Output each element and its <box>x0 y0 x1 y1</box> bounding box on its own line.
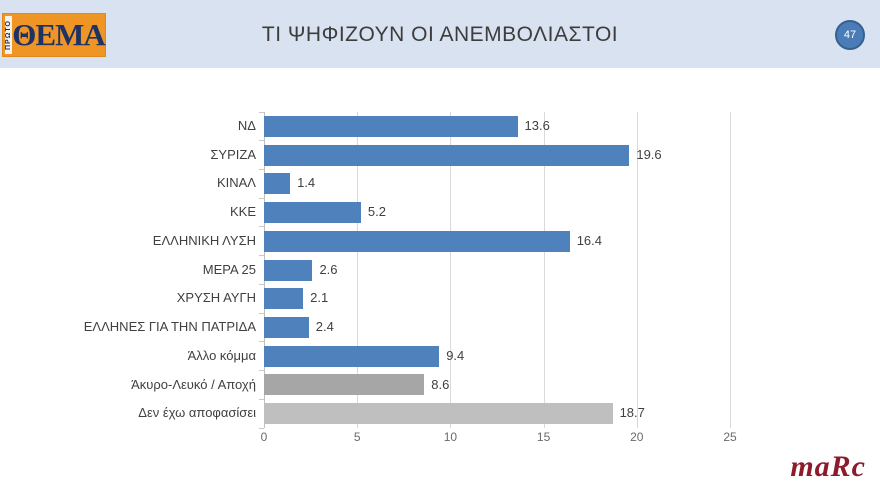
bar-6 <box>264 259 313 281</box>
proto-thema-logo: ΠΡΩΤΟ ΘΕΜΑ <box>2 13 106 57</box>
x-tick-label: 0 <box>260 430 268 444</box>
category-tick <box>259 370 264 372</box>
x-tick-label: 5 <box>353 430 361 444</box>
category-tick <box>259 341 264 343</box>
value-label: 8.6 <box>431 376 450 392</box>
category-label: ΕΛΛΗΝΕΣ ΓΙΑ ΤΗΝ ΠΑΤΡΙΔΑ <box>83 319 256 335</box>
bar-3 <box>264 173 291 195</box>
bar-9 <box>264 345 440 367</box>
value-label: 13.6 <box>524 118 550 133</box>
value-label: 1.4 <box>297 175 316 191</box>
category-tick <box>259 283 264 285</box>
category-tick <box>259 140 264 142</box>
category-label: ΜΕΡΑ 25 <box>202 261 256 277</box>
page-number-badge: 47 <box>835 20 865 50</box>
category-label: ΧΡΥΣΗ ΑΥΓΗ <box>176 290 256 306</box>
category-tick <box>259 312 264 314</box>
category-tick <box>259 427 264 429</box>
gridline-25 <box>730 112 731 428</box>
category-label: ΕΛΛΗΝΙΚΗ ΛΥΣΗ <box>152 232 256 248</box>
page-title: ΤΙ ΨΗΦΙΖΟΥΝ ΟΙ ΑΝΕΜΒΟΛΙΑΣΤΟΙ <box>261 23 619 46</box>
gridline-15 <box>543 112 545 428</box>
category-label: ΚΙΝΑΛ <box>216 175 256 191</box>
value-label: 2.4 <box>315 319 334 335</box>
value-label: 18.7 <box>619 405 645 421</box>
category-tick <box>259 398 264 400</box>
bar-2 <box>264 144 630 166</box>
category-tick <box>259 168 264 170</box>
x-tick-label: 20 <box>630 430 644 444</box>
bar-5 <box>264 230 570 252</box>
value-label: 9.4 <box>446 347 465 363</box>
category-label: ΣΥΡΙΖΑ <box>210 146 256 162</box>
bar-1 <box>264 115 518 137</box>
header-band: ΠΡΩΤΟ ΘΕΜΑ ΤΙ ΨΗΦΙΖΟΥΝ ΟΙ ΑΝΕΜΒΟΛΙΑΣΤΟΙ … <box>0 0 880 68</box>
logo-vertical-text: ΠΡΩΤΟ <box>5 16 12 54</box>
logo-main-text: ΘΕΜΑ <box>12 17 105 52</box>
bar-11 <box>264 403 613 425</box>
bar-4 <box>264 202 361 224</box>
category-tick <box>259 255 264 257</box>
category-label: Άκυρο-Λευκό / Αποχή <box>131 376 256 392</box>
x-tick-label: 15 <box>536 430 551 444</box>
value-label: 19.6 <box>636 146 662 162</box>
plot-area: 13.6 19.6 1.4 5.2 16.4 2.6 2.1 2.4 9.4 8.6 18.7 <box>259 111 731 429</box>
value-label: 5.2 <box>367 204 386 220</box>
category-label: ΝΔ <box>237 118 256 133</box>
x-tick-label: 25 <box>723 430 737 444</box>
category-tick <box>259 197 264 199</box>
value-label: 2.1 <box>310 290 329 306</box>
category-tick <box>259 226 264 228</box>
bar-8 <box>264 316 309 338</box>
category-label: Άλλο κόμμα <box>187 347 256 363</box>
value-label: 16.4 <box>576 232 602 248</box>
gridline-10 <box>450 112 452 428</box>
category-label: ΚΚΕ <box>229 204 256 220</box>
bar-10 <box>264 374 425 396</box>
category-label: Δεν έχω αποφασίσει <box>138 405 256 421</box>
marc-logo: maRc <box>790 450 866 483</box>
value-label: 2.6 <box>319 261 338 277</box>
x-tick-label: 10 <box>443 430 458 444</box>
bar-7 <box>264 288 304 310</box>
gridline-5 <box>357 112 359 428</box>
gridline-20 <box>636 112 638 428</box>
category-tick <box>259 111 264 113</box>
